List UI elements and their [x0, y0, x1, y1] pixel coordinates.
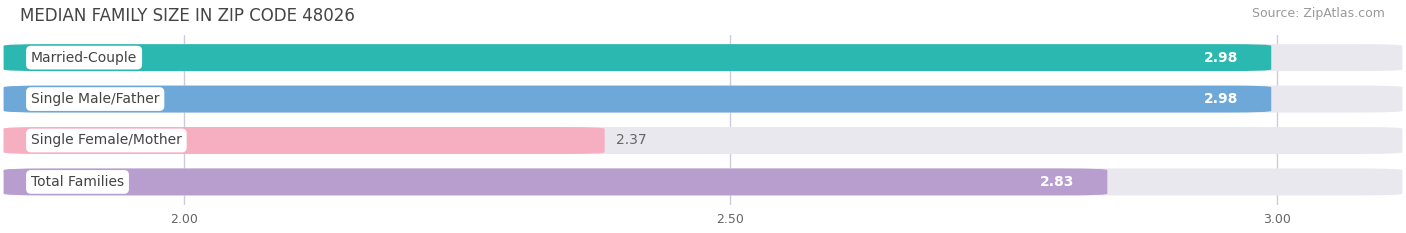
FancyBboxPatch shape — [4, 168, 1402, 195]
Text: Source: ZipAtlas.com: Source: ZipAtlas.com — [1251, 7, 1385, 20]
FancyBboxPatch shape — [4, 127, 605, 154]
FancyBboxPatch shape — [4, 44, 1271, 71]
FancyBboxPatch shape — [4, 86, 1271, 113]
Text: 2.98: 2.98 — [1204, 92, 1239, 106]
Text: 2.37: 2.37 — [616, 134, 647, 147]
FancyBboxPatch shape — [4, 86, 1402, 113]
Text: Single Female/Mother: Single Female/Mother — [31, 134, 181, 147]
FancyBboxPatch shape — [4, 44, 1402, 71]
Text: Single Male/Father: Single Male/Father — [31, 92, 159, 106]
Text: Total Families: Total Families — [31, 175, 124, 189]
FancyBboxPatch shape — [4, 168, 1108, 195]
Text: 2.83: 2.83 — [1040, 175, 1074, 189]
Text: 2.98: 2.98 — [1204, 51, 1239, 65]
FancyBboxPatch shape — [4, 127, 1402, 154]
Text: MEDIAN FAMILY SIZE IN ZIP CODE 48026: MEDIAN FAMILY SIZE IN ZIP CODE 48026 — [20, 7, 354, 25]
Text: Married-Couple: Married-Couple — [31, 51, 138, 65]
